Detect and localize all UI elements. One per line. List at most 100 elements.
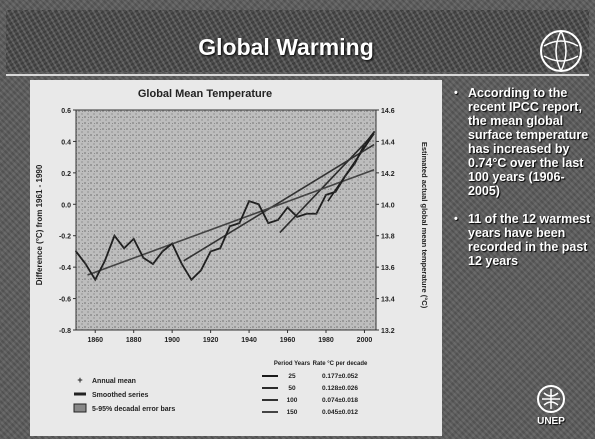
rate-value: 0.128±0.026 [322, 385, 358, 392]
series-point [103, 259, 106, 262]
y2-axis-ticks: 14.6 14.4 14.2 14.0 13.8 13.6 13.4 13.2 [376, 108, 395, 335]
legend-label: Annual mean [92, 378, 136, 385]
temperature-chart: Global Mean Temperature 0.6 0.4 0.2 0.0 -0.2… [35, 88, 429, 416]
x-tick-label: 1980 [318, 337, 334, 344]
series-point [113, 234, 116, 237]
y2-tick-label: 14.6 [381, 108, 395, 115]
bullet-text: 11 of the 12 warmest years have been rec… [468, 212, 591, 268]
y-tick-label: 0.2 [61, 171, 71, 178]
trend-line-150 [87, 168, 375, 276]
series-point [180, 263, 183, 265]
unep-emblem-icon [537, 385, 565, 413]
y2-tick-label: 13.4 [381, 297, 395, 304]
x-tick-label: 1940 [241, 337, 257, 344]
y-tick-label: -0.4 [59, 265, 71, 272]
rate-period: 25 [288, 373, 296, 380]
series-point [334, 190, 337, 193]
series-point [248, 200, 251, 203]
legend-label: 5-95% decadal error bars [92, 406, 175, 413]
series-point [142, 256, 145, 259]
y-tick-label: -0.6 [59, 297, 71, 304]
y2-tick-label: 13.6 [381, 265, 395, 272]
x-tick-label: 2000 [357, 337, 373, 344]
chart-title: Global Mean Temperature [138, 88, 272, 100]
y-axis-label: Difference (°C) from 1961 - 1990 [35, 164, 44, 285]
series-lines [75, 131, 376, 282]
rate-table-header-period: Period Years [274, 361, 311, 367]
series-point [353, 162, 356, 165]
legend-plus-icon: + [77, 375, 82, 385]
series-point [75, 250, 77, 253]
x-axis-ticks: 1860 1880 1900 1920 1940 1960 1980 2000 [87, 330, 372, 344]
y2-tick-label: 14.0 [381, 202, 395, 209]
series-point [151, 263, 154, 265]
x-tick-label: 1900 [164, 337, 180, 344]
rate-period: 50 [288, 385, 296, 392]
x-tick-label: 1920 [203, 337, 219, 344]
series-point [84, 263, 87, 265]
legend-label: Smoothed series [92, 392, 149, 399]
series-point [123, 247, 126, 250]
y-tick-label: 0.0 [61, 202, 71, 209]
unep-logo-label: UNEP [537, 416, 565, 427]
x-tick-label: 1860 [87, 337, 103, 344]
y2-tick-label: 13.2 [381, 328, 395, 335]
series-point [305, 212, 308, 215]
series-point [171, 242, 174, 245]
series-point [209, 250, 212, 253]
series-point [296, 215, 299, 218]
series-point [325, 193, 327, 196]
slide-title: Global Warming [198, 34, 374, 60]
rate-table-header-rate: Rate °C per decade [313, 361, 368, 367]
unep-logo: UNEP [528, 384, 574, 428]
x-tick-label: 1880 [126, 337, 142, 344]
bullet-text: According to the recent IPCC report, the… [468, 86, 589, 198]
rate-value: 0.177±0.052 [322, 373, 358, 380]
y2-tick-label: 14.2 [381, 171, 395, 178]
bullet-marker-icon: • [454, 87, 458, 99]
series-point [286, 206, 289, 209]
y2-tick-label: 14.4 [381, 139, 395, 146]
series-point [344, 175, 347, 177]
y-tick-label: -0.2 [59, 234, 71, 241]
trend-line-100 [183, 143, 375, 262]
series-point [94, 278, 97, 281]
legend-box-icon [73, 403, 87, 413]
series-point [238, 222, 241, 225]
bullet-item: • According to the recent IPCC report, t… [452, 86, 592, 198]
series-point [228, 225, 231, 228]
rate-value: 0.074±0.018 [322, 397, 358, 404]
series-point [161, 250, 164, 253]
series-point [315, 212, 318, 215]
series-point [373, 131, 376, 133]
y-tick-label: 0.6 [61, 108, 71, 115]
rate-period: 150 [287, 409, 298, 416]
series-point [276, 219, 279, 221]
title-divider [6, 74, 589, 76]
series-point [132, 237, 135, 240]
chart-panel: Global Mean Temperature 0.6 0.4 0.2 0.0 -0.2… [30, 80, 442, 436]
series-point [363, 143, 366, 146]
rate-value: 0.045±0.012 [322, 409, 358, 416]
plot-area [75, 109, 377, 331]
x-tick-label: 1960 [280, 337, 296, 344]
series-point [200, 269, 202, 272]
y-tick-label: -0.8 [59, 328, 71, 335]
bullet-item: • 11 of the 12 warmest years have been r… [452, 212, 592, 268]
title-bar: Global Warming [6, 10, 589, 72]
bullet-marker-icon: • [454, 213, 458, 225]
series-line-smoothed [75, 131, 375, 282]
chart-legend: + Annual mean Smoothed series 5-95% decadal… [73, 375, 175, 413]
y2-axis-label: Estimated actual global mean temperature… [420, 142, 429, 309]
rate-period: 100 [287, 397, 298, 404]
series-point [257, 203, 260, 206]
y-tick-label: 0.4 [61, 139, 71, 146]
series-point [190, 278, 193, 281]
globe-logo-icon [540, 30, 582, 72]
y-axis-ticks: 0.6 0.4 0.2 0.0 -0.2 -0.4 -0.6 -0.8 [59, 108, 76, 335]
y2-tick-label: 13.8 [381, 234, 395, 241]
series-point [267, 222, 270, 225]
rate-table: Period Years Rate °C per decade 25 0.177±… [262, 361, 368, 416]
series-point [219, 247, 222, 250]
